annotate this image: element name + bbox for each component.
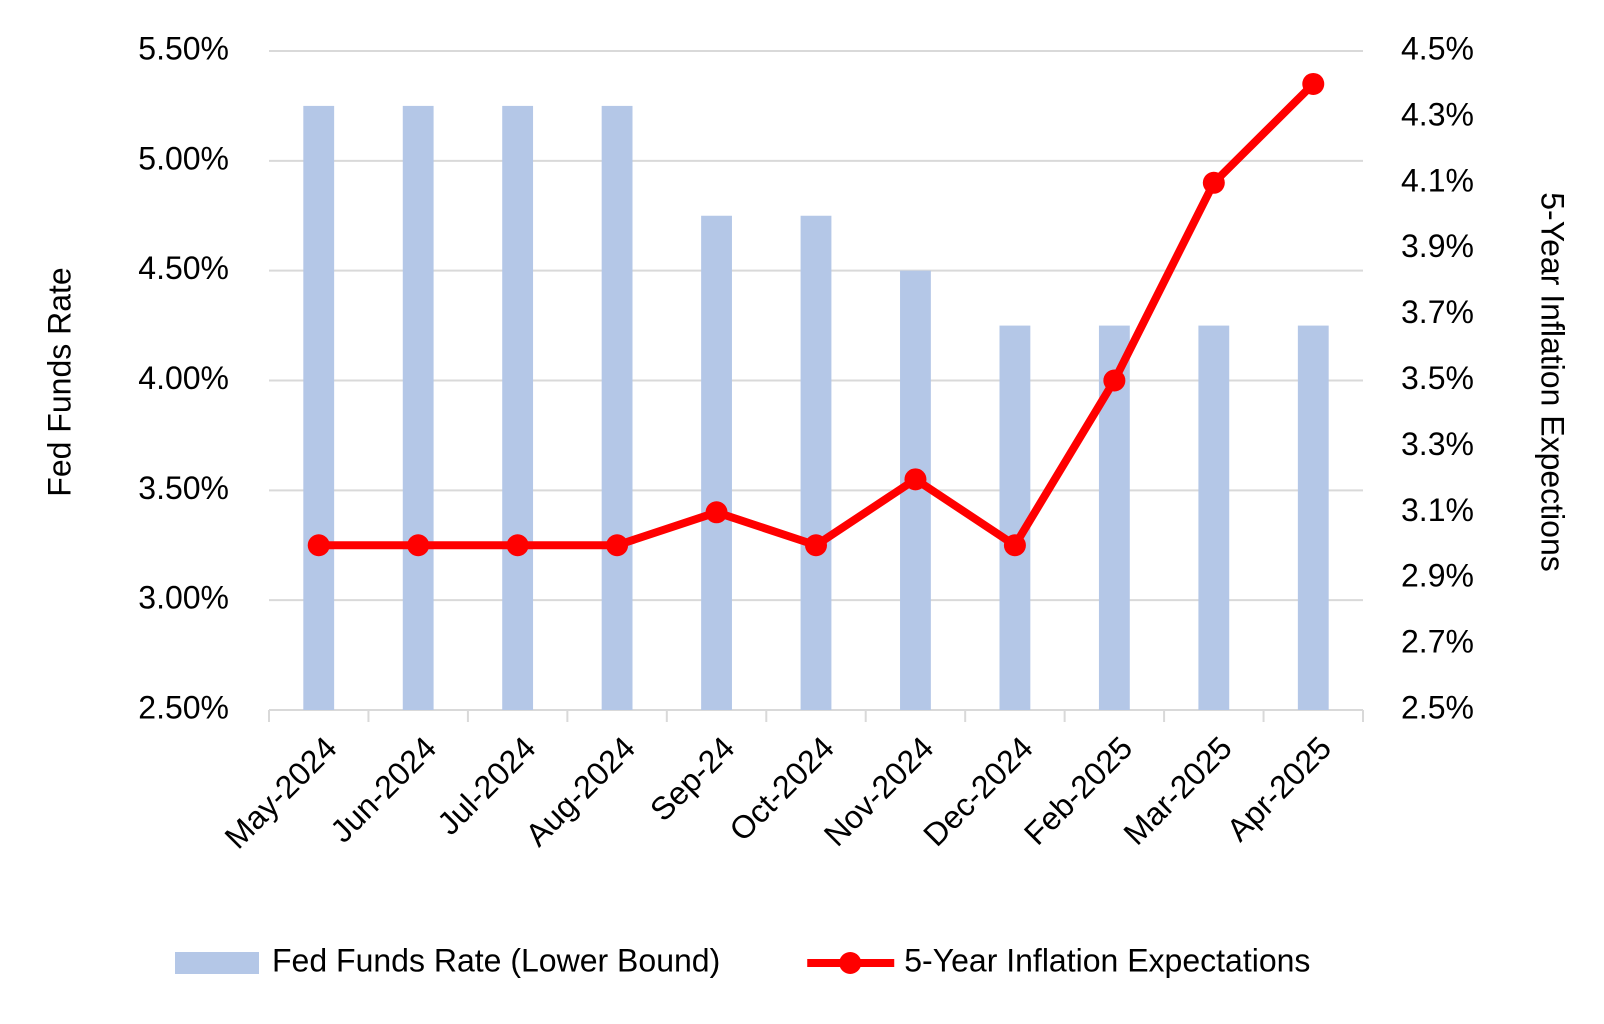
y2-tick-label: 2.5% bbox=[1401, 689, 1474, 725]
line-point bbox=[407, 534, 430, 557]
x-tick-label: Apr-2025 bbox=[1220, 729, 1339, 848]
y2-tick-label: 4.1% bbox=[1401, 162, 1474, 198]
line-point bbox=[1202, 171, 1225, 194]
bar bbox=[1198, 325, 1230, 710]
y-tick-label: 5.00% bbox=[138, 140, 229, 176]
x-tick-label: Feb-2025 bbox=[1017, 729, 1139, 851]
legend-marker bbox=[839, 952, 862, 974]
line-point bbox=[606, 534, 629, 557]
y2-tick-label: 3.1% bbox=[1401, 492, 1474, 528]
bar bbox=[601, 105, 633, 710]
legend-swatch bbox=[175, 952, 259, 974]
x-tick-label: Aug-2024 bbox=[518, 729, 642, 853]
line-point bbox=[805, 534, 827, 557]
y-tick-label: 3.50% bbox=[138, 470, 229, 506]
line-point bbox=[904, 468, 927, 491]
y2-tick-label: 3.3% bbox=[1401, 426, 1474, 462]
y-tick-label: 5.50% bbox=[138, 30, 229, 66]
bar bbox=[800, 215, 832, 710]
y2-tick-label: 3.5% bbox=[1401, 360, 1474, 396]
y-tick-label: 4.50% bbox=[138, 250, 229, 286]
x-tick-label: Dec-2024 bbox=[916, 729, 1040, 853]
y-axis-title: Fed Funds Rate bbox=[41, 267, 77, 496]
y2-axis-title: 5-Year Inflation Expections bbox=[1535, 192, 1571, 572]
y2-tick-label: 2.7% bbox=[1401, 624, 1474, 660]
bar bbox=[402, 105, 434, 710]
line-point bbox=[307, 534, 330, 557]
x-tick-label: Jun-2024 bbox=[323, 729, 443, 849]
y2-tick-label: 4.3% bbox=[1401, 96, 1474, 132]
line-point bbox=[1103, 369, 1126, 392]
y-tick-label: 2.50% bbox=[138, 689, 229, 725]
x-tick-label: Sep-24 bbox=[643, 729, 741, 827]
bar bbox=[999, 325, 1031, 710]
bar bbox=[303, 105, 335, 710]
x-tick-label: Mar-2025 bbox=[1116, 729, 1238, 851]
line-point bbox=[1302, 72, 1325, 95]
line-point bbox=[506, 534, 529, 557]
bar bbox=[502, 105, 534, 710]
y-tick-label: 3.00% bbox=[138, 580, 229, 616]
line-point bbox=[1003, 534, 1026, 557]
y2-tick-label: 3.9% bbox=[1401, 228, 1474, 264]
line-point bbox=[705, 501, 728, 524]
x-tick-label: May-2024 bbox=[218, 729, 344, 855]
y2-tick-label: 4.5% bbox=[1401, 30, 1474, 66]
y2-tick-label: 3.7% bbox=[1401, 294, 1474, 330]
y-tick-label: 4.00% bbox=[138, 360, 229, 396]
legend-label: Fed Funds Rate (Lower Bound) bbox=[272, 942, 720, 978]
bar bbox=[1297, 325, 1329, 710]
legend-label: 5-Year Inflation Expectations bbox=[904, 942, 1310, 978]
bar bbox=[701, 215, 732, 710]
y2-tick-label: 2.9% bbox=[1401, 558, 1474, 594]
